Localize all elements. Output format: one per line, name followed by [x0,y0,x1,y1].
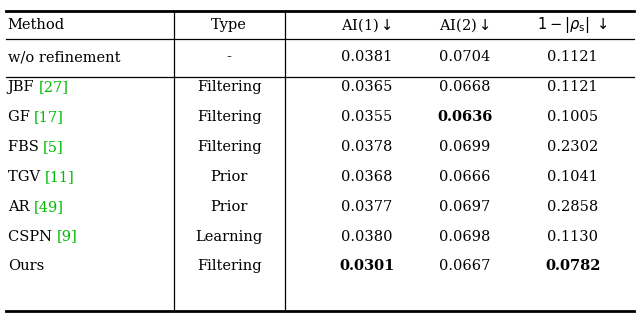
Text: -: - [227,50,232,64]
Text: GF: GF [8,110,34,124]
Text: Type: Type [211,18,247,32]
Text: [5]: [5] [43,140,64,154]
Text: 0.0697: 0.0697 [439,200,490,214]
Text: 0.0378: 0.0378 [341,140,392,154]
Text: AI(2)$\downarrow$: AI(2)$\downarrow$ [439,17,490,34]
Text: 0.1130: 0.1130 [547,230,598,244]
Text: 0.0355: 0.0355 [341,110,392,124]
Text: 0.1041: 0.1041 [547,170,598,184]
Text: [49]: [49] [34,200,64,214]
Text: 0.0368: 0.0368 [341,170,392,184]
Text: Method: Method [8,18,65,32]
Text: 0.2302: 0.2302 [547,140,598,154]
Text: Learning: Learning [195,230,263,244]
Text: 0.0380: 0.0380 [341,230,392,244]
Text: 0.1005: 0.1005 [547,110,598,124]
Text: 0.0666: 0.0666 [439,170,490,184]
Text: [9]: [9] [56,230,77,244]
Text: 0.0699: 0.0699 [439,140,490,154]
Text: CSPN: CSPN [8,230,56,244]
Text: Prior: Prior [211,170,248,184]
Text: [17]: [17] [34,110,64,124]
Text: Filtering: Filtering [197,259,261,273]
Text: Ours: Ours [8,259,44,273]
Text: 0.0377: 0.0377 [341,200,392,214]
Text: [11]: [11] [44,170,74,184]
Text: $1-|\rho_\mathrm{s}|\ \downarrow$: $1-|\rho_\mathrm{s}|\ \downarrow$ [537,16,609,35]
Text: 0.0698: 0.0698 [439,230,490,244]
Text: 0.0782: 0.0782 [545,259,600,273]
Text: 0.0668: 0.0668 [439,80,490,94]
Text: TGV: TGV [8,170,44,184]
Text: 0.0704: 0.0704 [439,50,490,64]
Text: 0.0667: 0.0667 [439,259,490,273]
Text: AI(1)$\downarrow$: AI(1)$\downarrow$ [341,17,392,34]
Text: 0.0381: 0.0381 [341,50,392,64]
Text: JBF: JBF [8,80,39,94]
Text: AR: AR [8,200,34,214]
Text: 0.0301: 0.0301 [339,259,394,273]
Text: 0.1121: 0.1121 [547,80,598,94]
Text: 0.0636: 0.0636 [437,110,492,124]
Text: [27]: [27] [39,80,69,94]
Text: 0.1121: 0.1121 [547,50,598,64]
Text: Filtering: Filtering [197,110,261,124]
Text: FBS: FBS [8,140,43,154]
Text: Filtering: Filtering [197,80,261,94]
Text: 0.2858: 0.2858 [547,200,598,214]
Text: Prior: Prior [211,200,248,214]
Text: 0.0365: 0.0365 [341,80,392,94]
Text: w/o refinement: w/o refinement [8,50,120,64]
Text: Filtering: Filtering [197,140,261,154]
